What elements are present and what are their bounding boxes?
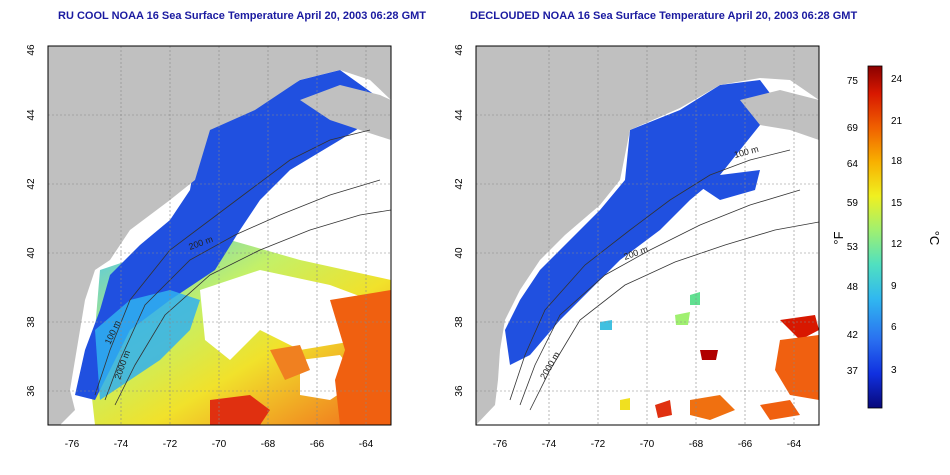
lon-tick-label: -70 (640, 439, 655, 450)
lat-tick-label: 36 (26, 385, 37, 397)
right-warm-eddy (760, 400, 800, 420)
lat-tick-label: 42 (454, 178, 465, 190)
right-cold-water (690, 170, 760, 200)
left-lon-axis: -74 -72 -70 -68 -66 -64 -76 (65, 439, 374, 450)
lat-tick-label: 40 (26, 247, 37, 259)
left-lat-axis: 36 38 40 42 44 46 (26, 44, 37, 397)
left-red-water (270, 345, 310, 380)
left-cloud-patch (200, 270, 370, 360)
right-cool-eddy (620, 398, 630, 410)
left-contour-2000m (114, 209, 391, 406)
lon-tick-label: -74 (542, 439, 557, 450)
colorbar-ramp (867, 65, 883, 409)
colorbar-celsius-ticks: 24 21 18 15 12 9 6 3 (891, 74, 903, 376)
fahrenheit-tick: 37 (847, 366, 859, 377)
left-map-frame (47, 45, 392, 426)
celsius-tick: 15 (891, 198, 903, 209)
celsius-tick: 18 (891, 156, 903, 167)
lon-tick-label: -70 (212, 439, 227, 450)
right-lat-axis: 36 38 40 42 44 46 (454, 44, 465, 397)
lon-tick-label: -68 (689, 439, 704, 450)
right-contour-2000m (529, 221, 819, 411)
fahrenheit-tick: 75 (847, 76, 859, 87)
left-grid (48, 46, 391, 425)
right-contour-200m (519, 189, 801, 406)
lat-tick-label: 40 (454, 247, 465, 259)
lon-tick-label: -66 (738, 439, 753, 450)
left-cyan-water (95, 290, 200, 400)
lon-tick-label: -64 (787, 439, 802, 450)
fahrenheit-unit-label: °F (831, 231, 846, 244)
celsius-tick: 3 (891, 365, 897, 376)
fahrenheit-tick: 69 (847, 123, 859, 134)
lon-tick-label: -66 (310, 439, 325, 450)
celsius-tick: 24 (891, 74, 903, 85)
colorbar: 75 69 64 59 53 48 42 37 24 21 18 15 12 9… (831, 65, 942, 409)
lat-tick-label: 42 (26, 178, 37, 190)
fahrenheit-tick: 42 (847, 330, 859, 341)
lon-tick-label: -68 (261, 439, 276, 450)
right-grid (476, 46, 819, 425)
left-land (48, 46, 391, 425)
left-panel-title: RU COOL NOAA 16 Sea Surface Temperature … (58, 10, 427, 22)
lon-tick-label: -72 (163, 439, 178, 450)
fahrenheit-tick: 53 (847, 242, 859, 253)
celsius-tick: 12 (891, 239, 903, 250)
fahrenheit-tick: 48 (847, 282, 859, 293)
lon-tick-label: -76 (65, 439, 80, 450)
lat-tick-label: 46 (454, 44, 465, 56)
right-land (476, 46, 819, 425)
lat-tick-label: 38 (26, 316, 37, 328)
left-map-panel (48, 46, 391, 425)
lat-tick-label: 36 (454, 385, 465, 397)
lat-tick-label: 38 (454, 316, 465, 328)
left-red-water (210, 395, 270, 425)
lon-tick-label: -72 (591, 439, 606, 450)
right-cool-eddy (675, 312, 690, 325)
right-warm-eddy (775, 335, 819, 400)
lat-tick-label: 46 (26, 44, 37, 56)
colorbar-fahrenheit-ticks: 75 69 64 59 53 48 42 37 (847, 76, 859, 377)
celsius-tick: 6 (891, 322, 897, 333)
right-map-panel (476, 46, 819, 425)
right-warm-eddy (690, 395, 735, 420)
left-cold-water (75, 70, 380, 400)
celsius-unit-label: °C (927, 231, 942, 246)
fahrenheit-tick: 59 (847, 198, 859, 209)
celsius-tick: 9 (891, 281, 897, 292)
right-contour-100m (509, 149, 791, 401)
left-contour-200m (104, 179, 381, 401)
left-land (300, 85, 391, 140)
lat-tick-label: 44 (454, 109, 465, 121)
right-land (740, 90, 819, 140)
lon-tick-label: -76 (493, 439, 508, 450)
fahrenheit-tick: 64 (847, 159, 859, 170)
right-cool-eddy (690, 292, 700, 305)
lat-tick-label: 44 (26, 109, 37, 121)
left-contour-100m (94, 129, 371, 396)
right-lon-axis: -76 -74 -72 -70 -68 -66 -64 (493, 439, 802, 450)
right-cool-eddy (600, 320, 612, 330)
right-warm-eddy (700, 350, 718, 360)
celsius-tick: 21 (891, 116, 903, 127)
lon-tick-label: -64 (359, 439, 374, 450)
right-warm-eddy (780, 315, 819, 340)
right-map-frame (475, 45, 820, 426)
right-panel-title: DECLOUDED NOAA 16 Sea Surface Temperatur… (470, 10, 858, 22)
lon-tick-label: -74 (114, 439, 129, 450)
right-warm-eddy (655, 400, 672, 418)
